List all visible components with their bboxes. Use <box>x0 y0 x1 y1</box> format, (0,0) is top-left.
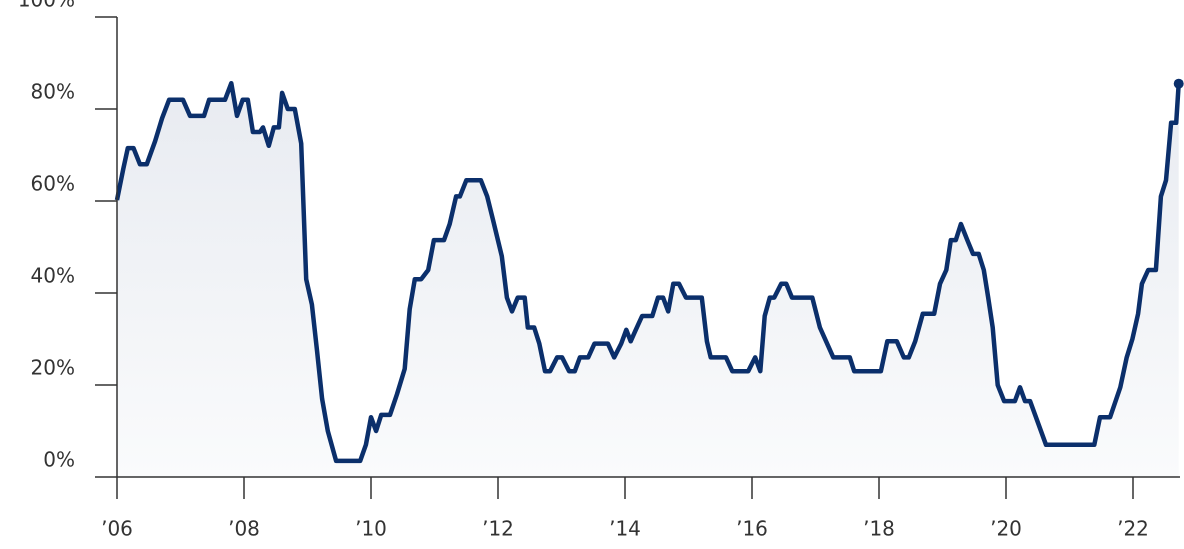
y-tick-label: 0% <box>43 448 75 472</box>
y-tick-label: 80% <box>31 80 75 104</box>
x-tick-label: ’16 <box>736 517 768 541</box>
x-tick-label: ’18 <box>863 517 895 541</box>
end-point <box>1173 78 1184 89</box>
y-tick-label: 20% <box>31 356 75 380</box>
x-tick-label: ’12 <box>482 517 514 541</box>
area-fill <box>117 83 1179 477</box>
x-tick-label: ’06 <box>101 517 133 541</box>
y-tick-label: 60% <box>31 172 75 196</box>
x-tick-label: ’10 <box>355 517 387 541</box>
line <box>114 80 1181 464</box>
x-tick-label: ’14 <box>609 517 641 541</box>
x-tick-label: ’20 <box>990 517 1022 541</box>
y-tick-label: 100% <box>18 0 75 12</box>
x-tick-label: ’08 <box>228 517 260 541</box>
y-tick-label: 40% <box>31 264 75 288</box>
x-tick-label: ’22 <box>1117 517 1149 541</box>
